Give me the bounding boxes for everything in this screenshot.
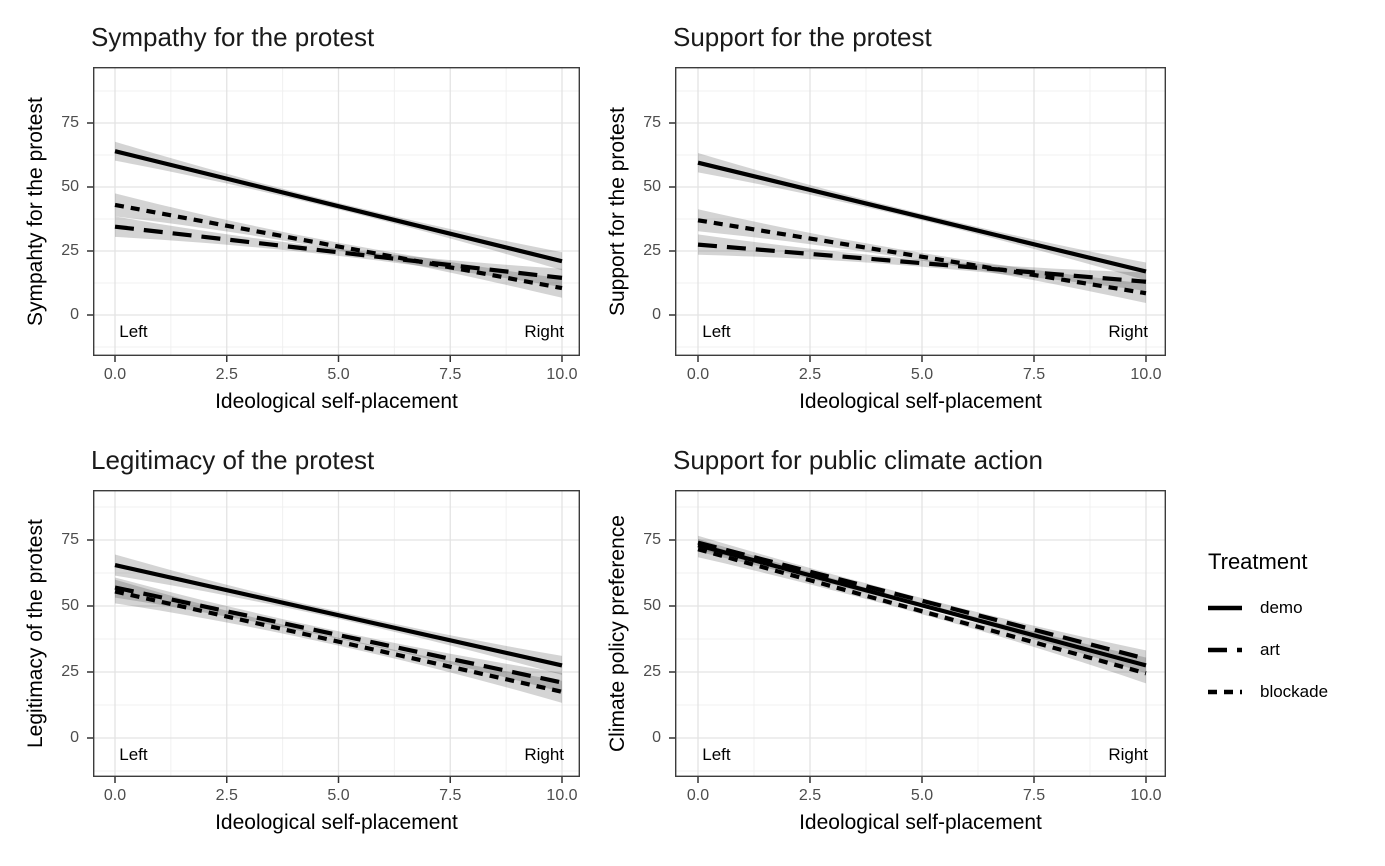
y-tick-label: 25	[61, 242, 79, 259]
annotation-right: Right	[524, 321, 564, 341]
legend-label: demo	[1260, 598, 1303, 617]
legend-item-demo: demo	[1208, 595, 1378, 621]
ci-ribbon-art	[698, 535, 1146, 668]
y-tick-label: 0	[652, 729, 661, 746]
x-tick-label: 5.0	[327, 366, 350, 383]
plot-area	[669, 489, 1167, 783]
panel-title: Support for the protest	[673, 22, 932, 52]
annotation-left: Left	[702, 321, 731, 341]
y-tick-label: 75	[643, 114, 661, 131]
y-tick-label: 50	[61, 178, 79, 195]
regression-line-art	[697, 242, 1147, 284]
legend-label: art	[1260, 640, 1280, 659]
x-tick-label: 7.5	[1022, 787, 1046, 804]
x-tick-label: 2.5	[215, 787, 238, 804]
x-tick-label: 7.5	[439, 787, 462, 804]
regression-line-art	[114, 585, 563, 685]
annotation-left: Left	[119, 745, 148, 765]
regression-line-art	[114, 224, 563, 280]
panel-title: Legitimacy of the protest	[91, 445, 375, 475]
y-tick-label: 25	[643, 663, 661, 680]
y-tick-label: 0	[652, 306, 661, 323]
x-tick-label: 7.5	[1022, 366, 1046, 383]
plot-area	[669, 66, 1167, 362]
x-tick-label: 7.5	[439, 366, 462, 383]
x-axis-title: Ideological self-placement	[215, 811, 458, 834]
x-tick-label: 2.5	[798, 366, 822, 383]
annotation-left: Left	[702, 745, 731, 765]
x-tick-label: 0.0	[686, 787, 710, 804]
x-tick-label: 5.0	[910, 366, 934, 383]
regression-line-blockade	[697, 218, 1147, 296]
x-tick-label: 10.0	[1130, 366, 1162, 383]
regression-line-blockade	[697, 547, 1147, 676]
dashed-line-key-icon	[1208, 689, 1242, 695]
regression-line-art	[697, 540, 1147, 661]
y-tick-label: 25	[61, 663, 79, 680]
regression-line-demo	[114, 149, 563, 264]
x-tick-label: 5.0	[327, 787, 350, 804]
x-tick-label: 5.0	[910, 787, 934, 804]
x-tick-label: 0.0	[103, 366, 127, 383]
x-axis-title: Ideological self-placement	[215, 390, 458, 413]
plot-area	[87, 489, 581, 783]
regression-line-demo	[114, 563, 563, 668]
y-tick-label: 50	[643, 597, 661, 614]
legend-title: Treatment	[1208, 549, 1308, 574]
x-tick-label: 2.5	[215, 366, 238, 383]
x-tick-label: 10.0	[546, 366, 578, 383]
y-tick-label: 75	[61, 531, 79, 548]
y-tick-label: 50	[61, 597, 79, 614]
regression-line-blockade	[114, 589, 563, 694]
legend: Treatment demo art blockade	[1208, 549, 1378, 721]
panel-title: Sympathy for the protest	[91, 22, 375, 52]
x-axis-title: Ideological self-placement	[799, 390, 1042, 413]
y-tick-label: 75	[61, 114, 79, 131]
x-tick-label: 0.0	[686, 366, 710, 383]
y-tick-label: 75	[643, 531, 661, 548]
annotation-right: Right	[1108, 321, 1148, 341]
y-tick-label: 25	[643, 242, 661, 259]
legend-label: blockade	[1260, 682, 1329, 701]
y-tick-label: 50	[643, 178, 661, 195]
y-tick-label: 0	[70, 729, 79, 746]
y-tick-label: 0	[70, 306, 79, 323]
x-tick-label: 10.0	[546, 787, 578, 804]
annotation-left: Left	[119, 321, 148, 341]
x-tick-label: 10.0	[1130, 787, 1162, 804]
legend-item-art: art	[1208, 637, 1378, 663]
regression-line-blockade	[114, 202, 563, 291]
annotation-right: Right	[1108, 745, 1148, 765]
annotation-right: Right	[524, 745, 564, 765]
regression-line-demo	[697, 160, 1147, 274]
x-axis-title: Ideological self-placement	[799, 811, 1042, 834]
solid-line-key-icon	[1208, 605, 1242, 611]
ci-ribbon-art	[115, 577, 562, 693]
regression-line-demo	[697, 543, 1147, 668]
x-tick-label: 0.0	[103, 787, 127, 804]
longdash-line-key-icon	[1208, 647, 1242, 653]
plot-area	[87, 66, 581, 362]
legend-item-blockade: blockade	[1208, 679, 1378, 705]
x-tick-label: 2.5	[798, 787, 822, 804]
panel-title: Support for public climate action	[673, 445, 1043, 475]
